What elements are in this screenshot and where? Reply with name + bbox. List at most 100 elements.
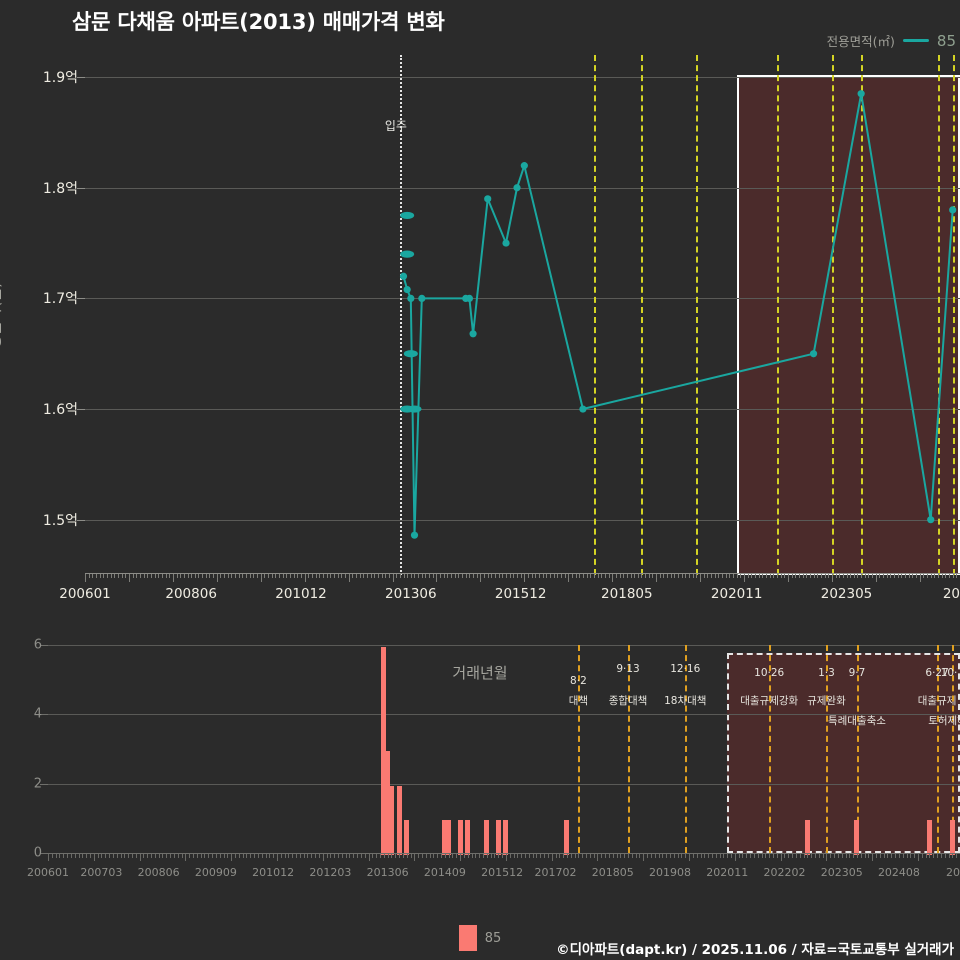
- price-xtick-minor: [857, 574, 859, 578]
- volume-xtick-minor: [471, 854, 473, 858]
- volume-ytick-label: 0: [33, 845, 42, 861]
- price-xtick-minor: [425, 574, 427, 578]
- price-data-point[interactable]: [513, 184, 521, 192]
- price-data-point[interactable]: [857, 90, 865, 98]
- volume-xtick-minor: [269, 854, 271, 858]
- volume-xtick-minor: [166, 854, 168, 858]
- price-xtick-minor: [663, 574, 665, 578]
- price-xtick-minor: [784, 574, 786, 578]
- volume-bar[interactable]: [484, 820, 490, 855]
- page-title: 삼문 다채움 아파트(2013) 매매가격 변화: [72, 10, 445, 34]
- price-xtick-minor: [615, 574, 617, 578]
- price-data-point[interactable]: [809, 350, 818, 358]
- volume-xtick-minor: [948, 854, 950, 858]
- price-data-point[interactable]: [469, 330, 477, 338]
- volume-xtick-minor: [708, 854, 710, 858]
- price-xtick-label: 201012: [275, 586, 327, 602]
- volume-bar[interactable]: [457, 820, 463, 855]
- price-xtick-minor: [495, 574, 497, 578]
- footer-credit: ©디아파트(dapt.kr) / 2025.11.06 / 자료=국토교통부 실…: [556, 942, 954, 958]
- price-xtick-minor: [147, 574, 149, 578]
- price-data-point[interactable]: [410, 531, 419, 539]
- price-xtick-minor: [180, 574, 182, 578]
- volume-xtick-minor: [158, 854, 160, 858]
- volume-bar[interactable]: [495, 820, 501, 855]
- price-xtick-minor: [919, 574, 921, 582]
- volume-bar[interactable]: [446, 820, 452, 855]
- volume-xtick-minor: [429, 854, 431, 858]
- price-xtick-minor: [337, 574, 339, 578]
- volume-bar[interactable]: [404, 820, 410, 855]
- price-data-point[interactable]: [502, 239, 510, 247]
- price-data-point[interactable]: [520, 162, 528, 170]
- price-gridline: [85, 519, 960, 521]
- volume-bar[interactable]: [396, 785, 402, 855]
- legend-bar-swatch: [458, 925, 477, 951]
- volume-bar[interactable]: [564, 820, 570, 855]
- volume-bar[interactable]: [854, 820, 860, 855]
- volume-bar[interactable]: [503, 820, 509, 855]
- volume-bar[interactable]: [385, 751, 391, 855]
- price-xtick-minor: [399, 574, 401, 578]
- price-xtick-minor: [132, 574, 134, 578]
- price-data-point[interactable]: [403, 350, 418, 358]
- volume-xtick-minor: [547, 854, 549, 858]
- volume-xtick-minor: [78, 854, 80, 858]
- price-xtick-minor: [905, 574, 907, 578]
- volume-xtick-label: 201409: [423, 866, 466, 879]
- policy-event-name: 특례대출축소: [827, 715, 886, 727]
- volume-xtick-minor: [296, 854, 298, 858]
- price-data-point[interactable]: [407, 294, 415, 303]
- price-xtick-minor: [809, 574, 811, 578]
- price-data-point[interactable]: [418, 294, 426, 303]
- price-xtick-minor: [872, 574, 874, 578]
- price-xtick-label: 200806: [165, 586, 217, 602]
- price-xtick-minor: [535, 574, 537, 578]
- price-data-point[interactable]: [949, 206, 957, 214]
- price-data-point[interactable]: [400, 250, 415, 258]
- price-xtick-minor: [443, 574, 445, 578]
- volume-bar[interactable]: [442, 820, 448, 855]
- price-ytick-label: 1.8억: [42, 180, 78, 197]
- price-ytick-mark: [77, 187, 85, 189]
- volume-xtick-minor: [486, 854, 488, 858]
- legend-line-swatch: [902, 39, 929, 42]
- volume-xtick-minor: [70, 854, 72, 858]
- volume-x-axis: [48, 853, 960, 854]
- volume-bar[interactable]: [465, 820, 471, 855]
- volume-bar[interactable]: [381, 647, 387, 855]
- volume-bar[interactable]: [926, 820, 932, 855]
- volume-xtick-label: 200806: [137, 866, 180, 879]
- volume-bar[interactable]: [949, 820, 955, 855]
- volume-bar[interactable]: [804, 820, 810, 855]
- volume-xtick-minor: [67, 854, 69, 858]
- price-xtick-minor: [952, 574, 954, 578]
- volume-xtick-minor: [383, 854, 385, 858]
- price-xtick-minor: [861, 574, 863, 578]
- volume-bar[interactable]: [388, 785, 394, 855]
- price-data-point[interactable]: [407, 405, 422, 413]
- price-xtick-minor: [517, 574, 518, 578]
- volume-xtick-label: 201512: [481, 866, 524, 879]
- volume-xtick-minor: [818, 854, 820, 858]
- price-xtick-minor: [637, 574, 639, 578]
- price-xtick-minor: [575, 574, 577, 578]
- volume-ytick-label: 2: [33, 776, 42, 792]
- legend-top: 전용면적(㎡) 85: [827, 31, 956, 50]
- price-data-point[interactable]: [465, 294, 474, 303]
- volume-xtick-minor: [418, 854, 420, 858]
- price-xtick-minor: [875, 574, 877, 582]
- price-data-point[interactable]: [927, 516, 935, 524]
- price-xtick-minor: [707, 574, 709, 578]
- price-policy-vline: [593, 55, 596, 575]
- volume-xtick-minor: [574, 854, 576, 858]
- volume-xtick-minor: [723, 854, 725, 858]
- volume-xtick-minor: [944, 854, 946, 858]
- price-data-point[interactable]: [403, 285, 411, 294]
- price-xtick-minor: [209, 574, 211, 578]
- price-data-point[interactable]: [400, 211, 415, 220]
- price-data-point[interactable]: [484, 195, 492, 203]
- volume-xtick-minor: [864, 854, 866, 858]
- price-data-point[interactable]: [399, 272, 408, 280]
- price-data-point[interactable]: [579, 405, 587, 413]
